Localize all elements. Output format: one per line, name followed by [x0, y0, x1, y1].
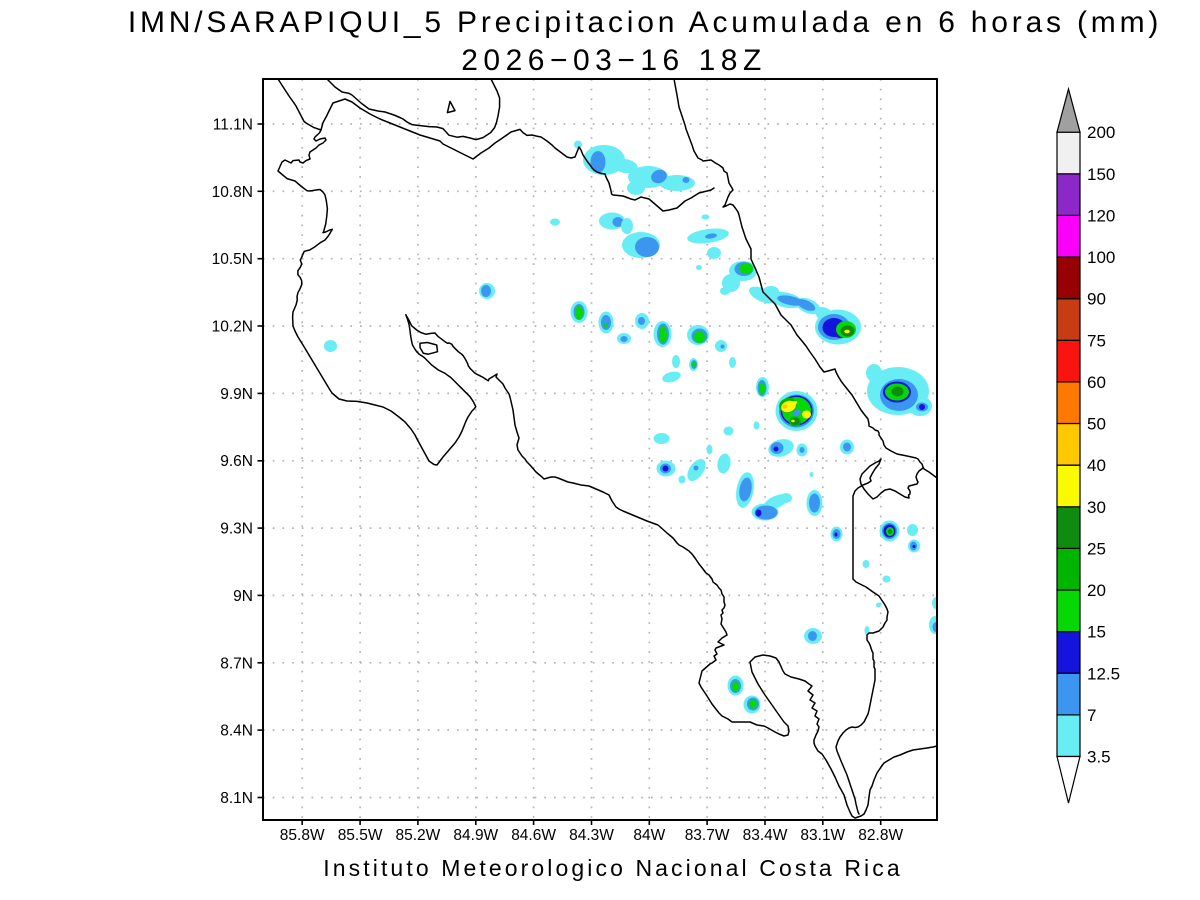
svg-text:83.4W: 83.4W: [743, 827, 788, 844]
svg-text:75: 75: [1087, 331, 1106, 350]
svg-text:82.8W: 82.8W: [858, 827, 903, 844]
svg-text:84.6W: 84.6W: [511, 827, 556, 844]
svg-text:7: 7: [1087, 706, 1096, 725]
svg-text:Instituto Meteorologico Nacion: Instituto Meteorologico Nacional Costa R…: [323, 855, 902, 881]
svg-text:10.2N: 10.2N: [212, 319, 253, 336]
svg-text:120: 120: [1087, 206, 1115, 225]
svg-text:20: 20: [1087, 581, 1106, 600]
svg-text:11.1N: 11.1N: [213, 117, 253, 134]
svg-text:10.5N: 10.5N: [212, 251, 253, 268]
svg-text:83.7W: 83.7W: [685, 827, 730, 844]
svg-text:12.5: 12.5: [1087, 664, 1120, 683]
svg-text:15: 15: [1087, 623, 1106, 642]
svg-text:85.5W: 85.5W: [338, 827, 383, 844]
svg-text:9.3N: 9.3N: [220, 521, 253, 538]
svg-text:8.1N: 8.1N: [220, 790, 253, 807]
svg-text:10.8N: 10.8N: [212, 184, 253, 201]
svg-text:30: 30: [1087, 498, 1106, 517]
svg-text:84.3W: 84.3W: [569, 827, 614, 844]
svg-text:2026−03−16 18Z: 2026−03−16 18Z: [461, 44, 767, 77]
svg-text:150: 150: [1087, 165, 1115, 184]
svg-text:9.9N: 9.9N: [220, 386, 253, 403]
svg-text:83.1W: 83.1W: [800, 827, 845, 844]
svg-text:8.4N: 8.4N: [220, 723, 253, 740]
svg-text:25: 25: [1087, 539, 1106, 558]
svg-text:60: 60: [1087, 373, 1106, 392]
svg-text:85.8W: 85.8W: [280, 827, 325, 844]
svg-text:90: 90: [1087, 290, 1106, 309]
svg-text:9.6N: 9.6N: [220, 453, 253, 470]
svg-text:40: 40: [1087, 456, 1106, 475]
svg-text:85.2W: 85.2W: [395, 827, 440, 844]
svg-text:84W: 84W: [633, 827, 665, 844]
svg-text:IMN/SARAPIQUI_5 Precipitacion: IMN/SARAPIQUI_5 Precipitacion Acumulada …: [128, 6, 1162, 39]
svg-text:200: 200: [1087, 123, 1115, 142]
svg-text:8.7N: 8.7N: [220, 655, 253, 672]
svg-text:50: 50: [1087, 415, 1106, 434]
svg-text:9N: 9N: [233, 588, 253, 605]
svg-text:84.9W: 84.9W: [453, 827, 498, 844]
svg-text:3.5: 3.5: [1087, 748, 1111, 767]
svg-text:100: 100: [1087, 248, 1115, 267]
